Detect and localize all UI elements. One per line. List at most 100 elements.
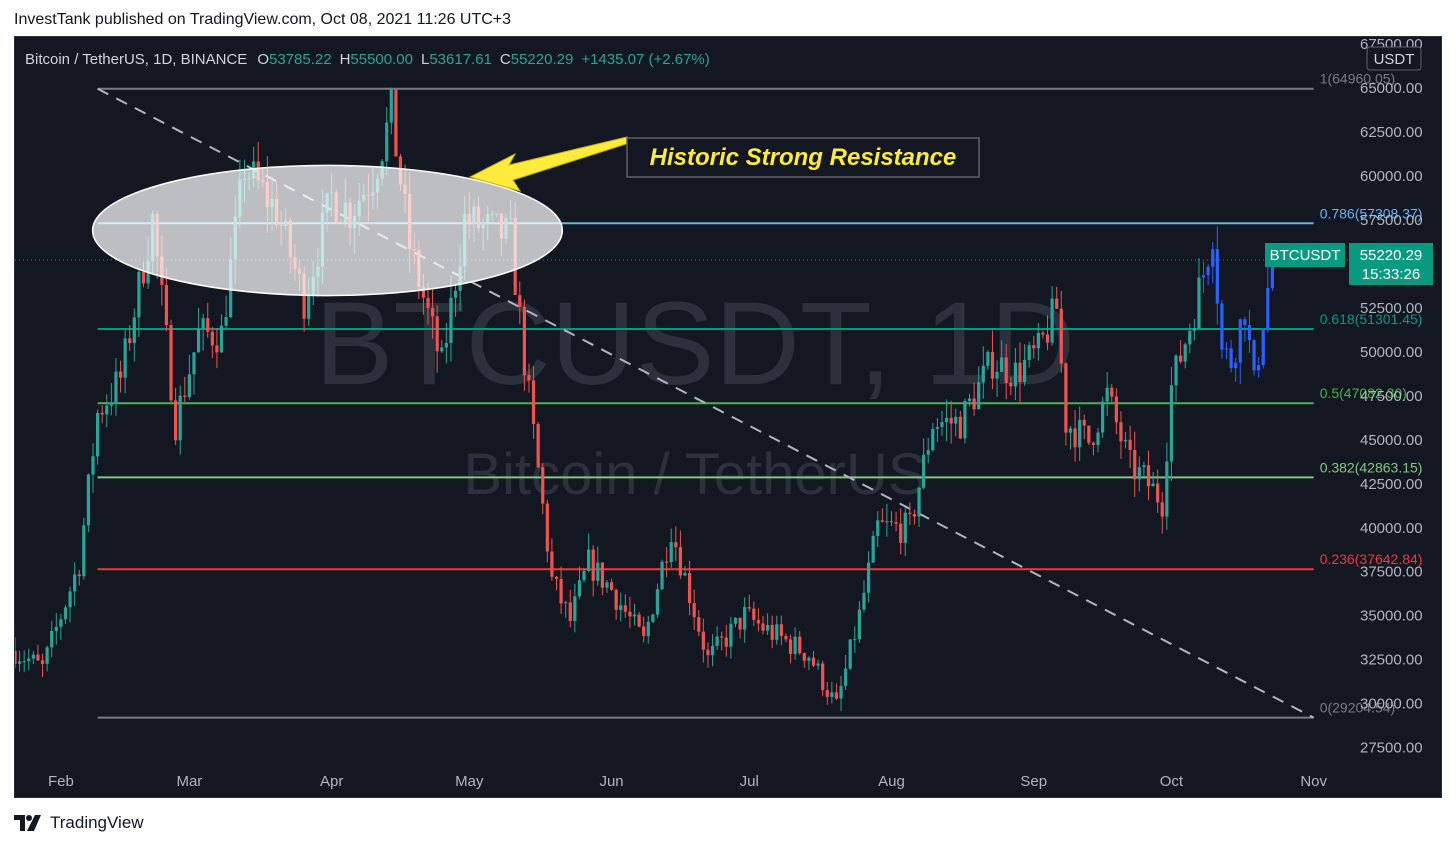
price-tick-27500.00: 27500.00 xyxy=(1360,740,1423,757)
candle-body-2021-02-10 xyxy=(100,412,104,415)
svg-text:Bitcoin / TetherUS, 1D, BINANC: Bitcoin / TetherUS, 1D, BINANCE O53785.22… xyxy=(25,51,710,68)
time-tick-nov: Nov xyxy=(1300,773,1327,790)
candle-body-2021-07-08 xyxy=(779,624,783,636)
candle-body-2021-07-12 xyxy=(798,636,802,654)
candle-body-2021-05-29 xyxy=(596,562,600,581)
candle-body-2021-02-25 xyxy=(169,325,173,401)
candle-body-2021-06-26 xyxy=(724,637,728,647)
candle-body-2021-07-17 xyxy=(821,663,825,691)
candle-body-2021-08-29 xyxy=(1018,362,1022,383)
currency-badge-label: USDT xyxy=(1374,51,1415,68)
candle-body-2021-09-01 xyxy=(1032,345,1036,349)
candle-body-2021-02-17 xyxy=(132,317,136,344)
candle-body-2021-09-09 xyxy=(1068,428,1073,433)
candle-body-2021-04-27 xyxy=(449,297,453,344)
candle-body-2021-06-01 xyxy=(609,582,614,590)
candle-body-2021-09-04 xyxy=(1045,334,1050,343)
candle-body-2021-06-15 xyxy=(674,542,678,548)
candle-body-2021-08-03 xyxy=(899,523,903,543)
candle-body-2021-10-10 xyxy=(1211,249,1215,267)
resistance-ellipse[interactable] xyxy=(91,164,564,297)
candle-body-2021-08-24 xyxy=(995,371,999,379)
candle-body-2021-10-20 xyxy=(1257,365,1261,371)
candlestick-chart[interactable]: BTCUSDT, 1D Bitcoin / TetherUS 1(64960.0… xyxy=(15,37,1441,797)
price-tick-57500.00: 57500.00 xyxy=(1360,212,1423,229)
candle-body-2021-05-12 xyxy=(518,294,522,307)
candle-body-2021-04-26 xyxy=(444,343,448,348)
candle-body-2021-06-06 xyxy=(632,614,637,617)
candle-body-2021-06-17 xyxy=(683,573,687,576)
price-tick-52500.00: 52500.00 xyxy=(1360,300,1423,317)
candle-body-2021-07-14 xyxy=(807,657,811,661)
candle-body-2021-05-15 xyxy=(531,380,536,425)
candle-body-2021-05-13 xyxy=(522,306,526,376)
candle-body-2021-09-15 xyxy=(1096,432,1100,445)
price-tick-35000.00: 35000.00 xyxy=(1360,608,1423,625)
time-axis[interactable]: Feb Mar Apr May Jun Jul Aug Sep Oct Nov xyxy=(48,773,1328,790)
candle-body-2021-10-11 xyxy=(1215,249,1219,304)
candle-body-2021-09-02 xyxy=(1036,332,1040,349)
candle-body-2021-08-21 xyxy=(981,365,985,383)
time-tick-feb: Feb xyxy=(48,773,74,790)
price-axis[interactable]: 67500.0065000.0062500.0060000.0057500.00… xyxy=(1360,37,1423,757)
tradingview-footer[interactable]: TradingView xyxy=(14,810,144,836)
legend-change: +1435.07 (+2.67%) xyxy=(581,51,709,68)
candle-body-2021-09-21 xyxy=(1123,439,1128,442)
candle-body-2021-10-05 xyxy=(1188,330,1192,345)
fibonacci-retracement[interactable]: 1(64960.05) 0.786(57308.37) 0.618(51301.45… xyxy=(15,71,1422,719)
candle-body-2021-02-16 xyxy=(128,338,132,344)
candle-body-2021-10-21 xyxy=(1261,328,1265,366)
legend-low: 53617.61 xyxy=(429,51,492,68)
legend-symbol: Bitcoin / TetherUS, 1D, BINANCE xyxy=(25,51,247,68)
legend-high: 55500.00 xyxy=(350,51,413,68)
fib-trend-line[interactable] xyxy=(97,87,1315,719)
candle-body-2021-02-08 xyxy=(91,456,95,475)
candle-body-2021-08-31 xyxy=(1027,345,1031,360)
tradingview-logo-icon xyxy=(14,815,41,831)
candle-body-2021-07-05 xyxy=(765,624,770,631)
bar-countdown: 15:33:26 xyxy=(1362,266,1420,283)
candle-body-2021-06-19 xyxy=(692,603,696,618)
candle-body-2021-10-03 xyxy=(1179,355,1183,362)
candle-body-2021-09-11 xyxy=(1078,419,1082,448)
annotation-arrow-group[interactable] xyxy=(468,136,630,192)
candle-body-2021-03-05 xyxy=(206,318,210,332)
legend-open: 53785.22 xyxy=(269,51,332,68)
candle-body-2021-10-04 xyxy=(1183,344,1187,362)
candle-body-2021-02-03 xyxy=(68,591,72,608)
candle-body-2021-06-29 xyxy=(738,617,742,630)
annotation-arrow[interactable] xyxy=(468,136,630,192)
candle-body-2021-05-19 xyxy=(550,551,554,577)
candle-body-2021-02-18 xyxy=(137,271,141,318)
candle-body-2021-09-10 xyxy=(1073,428,1077,448)
candle-body-2021-08-28 xyxy=(1013,362,1018,387)
candle-body-2021-08-02 xyxy=(894,522,898,524)
candle-body-2021-01-29 xyxy=(45,647,49,664)
candle-body-2021-08-17 xyxy=(963,400,967,439)
candle-body-2021-08-22 xyxy=(986,351,990,366)
resistance-zone[interactable] xyxy=(91,164,564,297)
chart-frame[interactable]: BTCUSDT, 1D Bitcoin / TetherUS 1(64960.0… xyxy=(14,36,1442,798)
candle-body-2021-07-18 xyxy=(825,690,829,697)
annotation-box[interactable] xyxy=(626,137,980,178)
candle-body-2021-02-15 xyxy=(123,338,127,378)
candle-body-2021-10-23 xyxy=(1270,260,1275,288)
candle-body-2021-07-30 xyxy=(880,520,884,522)
candle-body-2021-09-25 xyxy=(1142,465,1146,468)
candle-body-2021-05-27 xyxy=(587,549,591,572)
candle-body-2021-07-29 xyxy=(876,520,880,536)
legend-close: 55220.29 xyxy=(511,51,574,68)
candle-body-2021-10-08 xyxy=(1201,275,1206,278)
candle-body-2021-06-05 xyxy=(628,611,632,617)
candle-body-2021-07-16 xyxy=(816,663,820,666)
currency-badge[interactable] xyxy=(1366,46,1422,71)
candle-body-2021-09-16 xyxy=(1100,401,1105,433)
price-tick-65000.00: 65000.00 xyxy=(1360,80,1423,97)
candle-body-2021-01-23 xyxy=(17,661,22,664)
candle-body-2021-10-22 xyxy=(1266,287,1270,329)
candle-body-2021-02-02 xyxy=(63,607,68,620)
candle-body-2021-10-19 xyxy=(1252,340,1256,371)
price-tick-47500.00: 47500.00 xyxy=(1360,388,1423,405)
candle-body-2021-07-23 xyxy=(848,639,852,669)
candle-body-2021-10-15 xyxy=(1234,362,1238,369)
